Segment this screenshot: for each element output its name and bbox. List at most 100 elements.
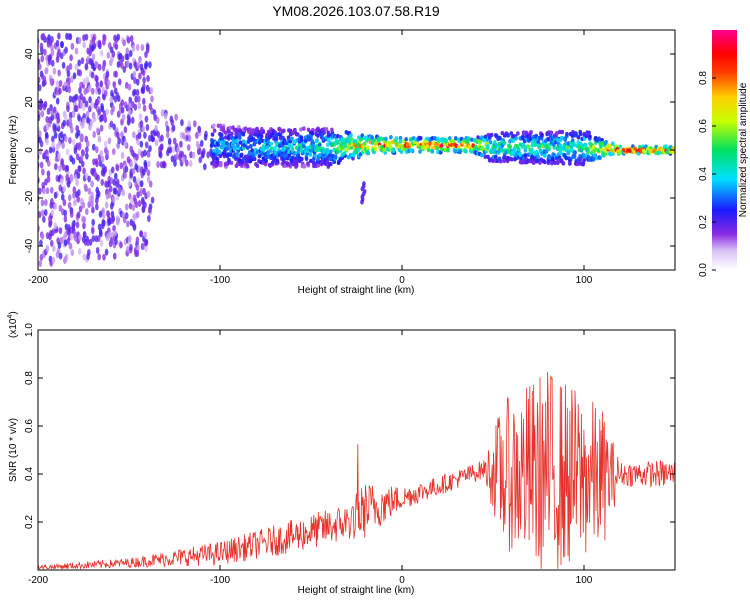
spectrogram-cell (483, 154, 488, 159)
spectrogram-cell (65, 148, 70, 156)
spectrogram-cell (139, 140, 144, 148)
spectrogram-cell (378, 136, 383, 141)
spectrogram-cell (141, 125, 146, 133)
y-tick-label: -40 (24, 238, 35, 253)
spectrogram-cell (335, 149, 340, 154)
spectrogram-cell (160, 134, 164, 142)
spectrogram-cell (273, 146, 277, 151)
spectrogram-cell (45, 187, 50, 195)
spectrogram-cell (85, 76, 90, 84)
spectrogram-cell (55, 97, 60, 105)
spectrogram-cell (57, 32, 61, 40)
spectrogram-cell (141, 199, 146, 207)
spectrogram-cell (60, 193, 65, 201)
x-tick-label: -100 (210, 575, 230, 586)
spectrogram-cell (49, 77, 54, 85)
spectrogram-cell (97, 253, 101, 261)
spectrogram-cell (81, 201, 86, 209)
spectrogram-cell (136, 244, 140, 252)
spectrogram-cell (64, 135, 68, 143)
spectrogram-cell (144, 115, 149, 123)
spectrogram-cell (45, 115, 49, 123)
y-tick-label: -20 (24, 190, 35, 205)
spectrogram-cell (107, 191, 112, 199)
spectrogram-cell (526, 144, 530, 149)
spectrogram-cell (561, 161, 566, 166)
spectrogram-cell (64, 46, 68, 54)
spectrogram-cell (75, 221, 80, 229)
spectrogram-cell (131, 167, 136, 175)
spectrogram-cell (210, 132, 215, 137)
spectrogram-cell (540, 133, 544, 138)
spectrogram-cell (582, 158, 586, 163)
spectrogram-cell (169, 115, 174, 123)
spectrogram-cell (126, 36, 131, 44)
spectrogram-cell (129, 197, 134, 205)
spectrogram-cell (76, 129, 81, 137)
spectrogram-cell (56, 247, 61, 255)
spectrogram-cell (131, 44, 136, 52)
spectrogram-cell (336, 133, 340, 139)
spectrogram-cell (127, 235, 132, 243)
spectrogram-cell (38, 211, 42, 219)
spectrogram-cell (134, 95, 138, 103)
spectrogram-cell (117, 53, 122, 61)
spectrogram-cell (265, 145, 270, 150)
spectrogram-cell (398, 135, 403, 141)
spectrogram-cell (110, 231, 115, 239)
spectrogram-cell (92, 131, 96, 139)
spectrogram-cell (58, 80, 63, 88)
colorbar-tick-label: 0.4 (698, 167, 709, 181)
spectrogram-cell (273, 156, 277, 161)
spectrogram-cell (122, 39, 126, 47)
spectrogram-cell (138, 113, 143, 121)
spectrogram-cell (100, 178, 105, 186)
spectrogram-cell (82, 78, 87, 86)
spectrogram-cell (117, 78, 122, 86)
spectrogram-cell (516, 131, 520, 136)
spectrogram-cell (594, 147, 598, 152)
spectrogram-cell (88, 238, 93, 246)
spectrogram-cell (133, 77, 137, 85)
spectrogram-cell (76, 195, 80, 203)
spectrogram-cell (179, 140, 183, 148)
spectrogram-cell (95, 127, 100, 135)
spectrogram-cell (389, 135, 393, 140)
spectrogram-cell (139, 230, 144, 238)
spectrogram-cell (198, 156, 203, 164)
spectrogram-cell (398, 139, 403, 144)
spectrogram-cell (212, 149, 216, 154)
spectrogram-cell (217, 149, 222, 155)
snr-scale-suffix: ) (8, 311, 19, 314)
spectrogram-cell (362, 141, 367, 146)
spectrogram-cell (57, 241, 62, 249)
spectrogram-cell (604, 139, 609, 145)
spectrogram-cell (428, 141, 432, 146)
spectrogram-cell (132, 131, 136, 139)
spectrogram-cell (70, 175, 74, 183)
spectrogram-cell (56, 112, 60, 120)
spectrogram-cell (111, 50, 116, 58)
spectrogram-cell (322, 130, 326, 135)
spectrogram-cell (70, 75, 74, 83)
spectrogram-cell (78, 205, 83, 213)
spectrogram-cell (117, 186, 122, 194)
spectrogram-cell (479, 152, 484, 158)
spectrogram-cell (78, 69, 82, 77)
spectrogram-cell (51, 135, 55, 143)
spectrogram-cell (97, 63, 102, 71)
spectrogram-cell (113, 172, 118, 180)
spectrogram-cell (560, 129, 565, 135)
spectrogram-cell (147, 160, 151, 168)
spectrogram-cell (75, 153, 80, 161)
spectrogram-cell (253, 139, 258, 145)
spectrogram-cell (97, 40, 102, 48)
spectrogram-cell (187, 135, 192, 143)
spectrogram-cell (38, 114, 41, 122)
spectrogram-cell (120, 99, 125, 107)
snr-frame (37, 329, 676, 571)
x-tick-label: -100 (210, 275, 230, 286)
spectrogram-cell (476, 135, 480, 140)
spectrogram-cell (114, 238, 118, 246)
x-tick-label: 100 (576, 275, 593, 286)
